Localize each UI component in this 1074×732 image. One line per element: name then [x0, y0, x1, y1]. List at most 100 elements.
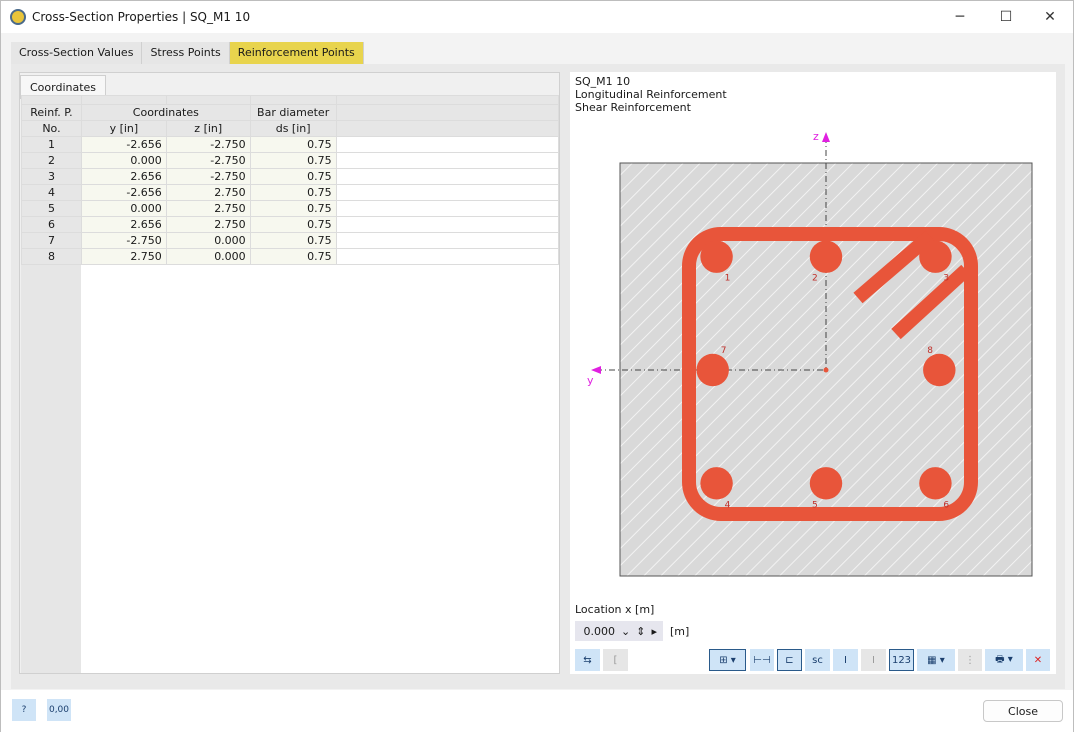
tab-reinforcement-points[interactable]: Reinforcement Points [229, 42, 364, 64]
app-icon [10, 9, 26, 25]
rebar-label: 7 [721, 346, 727, 356]
play-icon[interactable]: ▸ [651, 624, 657, 638]
table-row[interactable]: 4 -2.656 2.750 0.75 [21, 184, 560, 201]
location-unit: [m] [670, 625, 690, 638]
cell-y[interactable]: 0.000 [80, 152, 167, 169]
cell-z[interactable]: 0.000 [165, 248, 251, 265]
cell-y[interactable]: 2.750 [80, 248, 167, 265]
table-row[interactable]: 6 2.656 2.750 0.75 [21, 216, 560, 233]
cell-z[interactable]: -2.750 [165, 168, 251, 185]
close-window-button[interactable]: ✕ [1044, 9, 1056, 25]
row-header-fill [21, 265, 81, 673]
maximize-button[interactable]: ☐ [999, 9, 1013, 25]
z-axis-arrow-icon [822, 132, 830, 142]
legend-longitudinal: Longitudinal Reinforcement [575, 88, 727, 101]
legend-shear: Shear Reinforcement [575, 101, 691, 114]
header-ds: ds [in] [249, 120, 337, 137]
cell-diameter[interactable]: 0.75 [249, 152, 337, 169]
minimize-button[interactable]: ─ [955, 9, 965, 25]
section-shape-button[interactable]: [ [603, 649, 628, 671]
location-value: 0.000 [583, 624, 616, 638]
table-row[interactable]: 3 2.656 -2.750 0.75 [21, 168, 560, 185]
tab-stress-points[interactable]: Stress Points [142, 42, 230, 64]
rebar-point[interactable] [696, 353, 729, 387]
row-number[interactable]: 1 [21, 136, 82, 153]
cell-y[interactable]: -2.750 [80, 232, 167, 249]
stirrup[interactable] [682, 227, 978, 521]
rebar-point[interactable] [700, 467, 733, 500]
cell-diameter[interactable]: 0.75 [249, 248, 337, 265]
help-button[interactable]: ? [12, 699, 36, 721]
header-reinf-p: Reinf. P. [21, 104, 82, 121]
print-dropdown[interactable]: 🖶 ▾ [985, 649, 1023, 671]
cell-diameter[interactable]: 0.75 [249, 232, 337, 249]
cell-y[interactable]: 2.656 [80, 216, 167, 233]
coordinates-table: Reinf. P. Coordinates Bar diameter No. y [i… [21, 95, 560, 265]
stirrup-hook [853, 230, 935, 304]
table-row[interactable]: 1 -2.656 -2.750 0.75 [21, 136, 560, 153]
table-row[interactable]: 2 0.000 -2.750 0.75 [21, 152, 560, 169]
cell-z[interactable]: 2.750 [165, 200, 251, 217]
numbering-button[interactable]: 123 [889, 649, 914, 671]
display-section-dropdown[interactable]: ⊞ ▾ [709, 649, 746, 671]
spinner-icon[interactable]: ⇕ [636, 624, 646, 638]
row-number[interactable]: 4 [21, 184, 82, 201]
section-name: SQ_M1 10 [575, 75, 631, 88]
rebar-point[interactable] [809, 240, 843, 273]
rebar-point[interactable] [923, 353, 956, 387]
cell-diameter[interactable]: 0.75 [249, 216, 337, 233]
shear-center-button[interactable]: sc [805, 649, 830, 671]
location-input[interactable]: 0.000 ⌄ ⇕ ▸ [575, 621, 663, 641]
reset-view-icon[interactable]: ✕ [1026, 649, 1050, 671]
cell-z[interactable]: -2.750 [165, 152, 251, 169]
rebar-point[interactable] [809, 467, 843, 500]
close-button[interactable]: Close [983, 700, 1063, 722]
cell-z[interactable]: 2.750 [165, 216, 251, 233]
row-number[interactable]: 6 [21, 216, 82, 233]
row-number[interactable]: 3 [21, 168, 82, 185]
empty-cell [335, 168, 560, 185]
rebar-point[interactable] [919, 467, 952, 500]
section-outline-button[interactable]: I [861, 649, 886, 671]
rebar-label: 3 [943, 274, 949, 284]
row-number[interactable]: 5 [21, 200, 82, 217]
cell-z[interactable]: 0.000 [165, 232, 251, 249]
y-axis-label: y [587, 374, 594, 387]
cell-diameter[interactable]: 0.75 [249, 200, 337, 217]
legend-button[interactable]: ⋮ [958, 649, 982, 671]
cell-y[interactable]: 2.656 [80, 168, 167, 185]
cell-diameter[interactable]: 0.75 [249, 184, 337, 201]
cell-y[interactable]: -2.656 [80, 184, 167, 201]
preview-panel: SQ_M1 10 Longitudinal Reinforcement Shea… [570, 72, 1056, 674]
units-button[interactable]: 0,00 [47, 699, 71, 721]
cell-y[interactable]: -2.656 [80, 136, 167, 153]
row-number[interactable]: 8 [21, 248, 82, 265]
axes-button[interactable]: ⊏ [777, 649, 802, 671]
cell-y[interactable]: 0.000 [80, 200, 167, 217]
cell-diameter[interactable]: 0.75 [249, 136, 337, 153]
table-row[interactable]: 8 2.750 0.000 0.75 [21, 248, 560, 265]
stress-points-button[interactable]: I [833, 649, 858, 671]
coordinates-panel: Coordinates Reinf. P. Coordinates Bar diam… [19, 72, 560, 674]
sync-view-button[interactable]: ⇆ [575, 649, 600, 671]
cell-z[interactable]: 2.750 [165, 184, 251, 201]
rebar-label: 5 [812, 500, 818, 510]
cell-z[interactable]: -2.750 [165, 136, 251, 153]
rebar-point[interactable] [700, 240, 733, 273]
row-number[interactable]: 2 [21, 152, 82, 169]
chevron-down-icon[interactable]: ⌄ [621, 624, 631, 638]
z-axis-label: z [813, 130, 819, 143]
header-no: No. [21, 120, 82, 137]
tab-bar: Cross-Section Values Stress Points Reinf… [11, 42, 364, 64]
empty-cell [335, 136, 560, 153]
rebar-point[interactable] [919, 240, 952, 273]
empty-cell [335, 184, 560, 201]
grid-dropdown[interactable]: ▦ ▾ [917, 649, 955, 671]
cell-diameter[interactable]: 0.75 [249, 168, 337, 185]
tab-cross-section-values[interactable]: Cross-Section Values [11, 42, 143, 64]
table-row[interactable]: 5 0.000 2.750 0.75 [21, 200, 560, 217]
dimensions-button[interactable]: ⊢⊣ [750, 649, 774, 671]
table-row[interactable]: 7 -2.750 0.000 0.75 [21, 232, 560, 249]
row-number[interactable]: 7 [21, 232, 82, 249]
